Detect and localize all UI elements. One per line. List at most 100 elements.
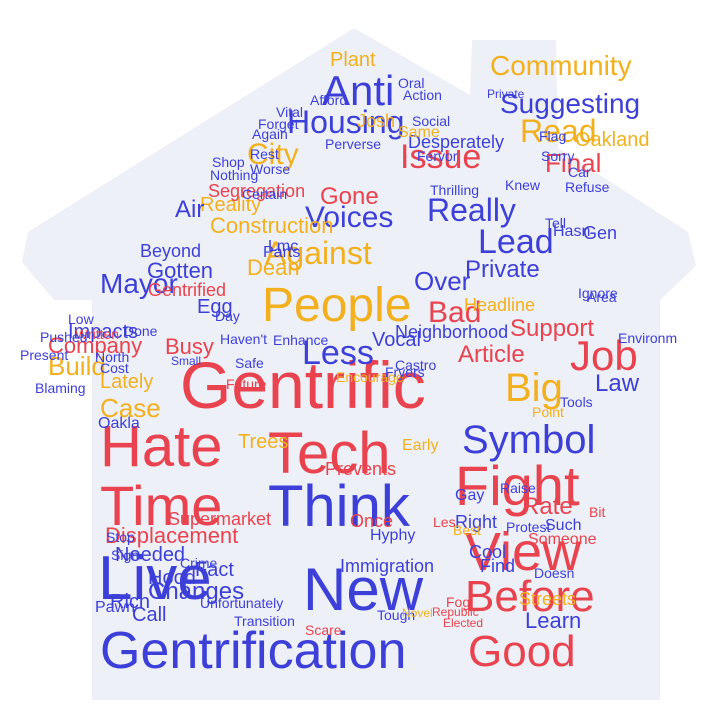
cloud-word: Prevents — [325, 459, 397, 479]
cloud-word: Done — [124, 323, 158, 339]
cloud-word: Streets — [519, 589, 577, 609]
cloud-word: Parts — [263, 244, 301, 261]
cloud-word: Lead — [478, 223, 554, 261]
cloud-word: Hate — [100, 414, 223, 479]
cloud-word: Oakla — [98, 415, 140, 432]
cloud-word: Gen — [583, 223, 618, 243]
cloud-word: Protest — [506, 519, 551, 535]
cloud-word: Find — [480, 556, 516, 576]
cloud-word: Refuse — [565, 179, 610, 195]
cloud-word: Sorry — [541, 148, 575, 164]
cloud-word: Sign — [111, 547, 140, 563]
cloud-word: Forget — [258, 116, 299, 132]
cloud-word: Cool — [469, 542, 507, 562]
cloud-word: Written — [75, 326, 120, 342]
cloud-word: Bit — [589, 504, 606, 520]
cloud-word: Over — [414, 266, 471, 296]
cloud-word: Really — [427, 192, 516, 228]
cloud-word: Bad — [428, 296, 482, 329]
cloud-word: Symbol — [462, 418, 596, 462]
cloud-word: Enhance — [273, 332, 329, 348]
cloud-word: Anti — [322, 67, 395, 114]
cloud-word: Final — [545, 148, 602, 178]
cloud-word: Lmc — [268, 238, 299, 255]
cloud-word: Time — [100, 474, 223, 537]
cloud-word: Less — [302, 334, 374, 372]
cloud-word: Point — [532, 404, 564, 420]
cloud-word: Again — [252, 126, 288, 142]
cloud-word: Day — [215, 308, 240, 324]
cloud-word: Afford — [310, 92, 348, 108]
cloud-word: Vocal — [372, 329, 421, 351]
cloud-word: Tech — [268, 421, 391, 486]
cloud-word: Hood — [148, 567, 196, 589]
cloud-word: Perverse — [325, 136, 382, 152]
cloud-word: Beyond — [140, 241, 202, 261]
cloud-word: Private — [465, 256, 540, 283]
cloud-word: Learn — [525, 608, 582, 633]
cloud-word: Private — [487, 87, 525, 101]
cloud-word: Good — [468, 627, 576, 676]
cloud-word: Once — [350, 511, 394, 531]
cloud-word: Worse — [250, 161, 291, 177]
cloud-word: Scare — [305, 622, 342, 638]
cloud-word: Social — [412, 113, 451, 129]
cloud-word: Early — [402, 437, 439, 454]
cloud-word: Someone — [528, 531, 597, 548]
cloud-word: Thrilling — [430, 182, 480, 198]
cloud-word: Ignore — [578, 285, 618, 301]
cloud-word: Gotten — [147, 258, 214, 283]
cloud-word: Pushed — [40, 329, 88, 345]
cloud-word: Before — [465, 572, 595, 621]
cloud-word: Busy — [165, 334, 214, 359]
cloud-word: Desperately — [408, 132, 505, 152]
cloud-word: Low — [68, 311, 94, 327]
cloud-word: Right — [455, 512, 498, 532]
cloud-word: Environm — [618, 330, 678, 346]
cloud-word: Same — [398, 124, 440, 141]
cloud-word: Novel — [402, 606, 433, 620]
cloud-word: Housing — [287, 104, 405, 140]
cloud-word: Rest — [250, 146, 279, 162]
cloud-word: Trees — [238, 431, 289, 453]
cloud-word: Dean — [247, 255, 300, 280]
cloud-word: Community — [490, 50, 632, 81]
cloud-word: Issue — [400, 138, 482, 176]
cloud-word: Fog — [446, 594, 471, 610]
cloud-word: Construction — [210, 213, 334, 238]
cloud-word: New — [303, 556, 424, 623]
cloud-word: Haven't — [220, 331, 268, 347]
cloud-word: Mayor — [100, 268, 178, 299]
house-shape — [22, 28, 696, 700]
cloud-word: Against — [265, 235, 372, 271]
cloud-word: Vital — [276, 104, 303, 120]
cloud-word: Gentrific — [180, 348, 426, 422]
cloud-word: Fact — [195, 559, 234, 581]
cloud-word: Les — [433, 514, 456, 530]
cloud-word: Hyphy — [370, 527, 416, 544]
cloud-word: Area — [587, 289, 617, 305]
cloud-word: Gentrified — [148, 280, 227, 300]
cloud-word: Think — [268, 474, 410, 539]
cloud-word: Encourage — [336, 369, 404, 385]
cloud-word: Live — [98, 544, 212, 613]
cloud-word: Read — [520, 113, 597, 149]
cloud-word: Gay — [455, 487, 485, 504]
cloud-word: Job — [570, 332, 638, 379]
cloud-word: Best — [453, 522, 482, 538]
cloud-word: North — [95, 349, 130, 365]
cloud-word: Plant — [330, 49, 376, 71]
cloud-word: Company — [48, 333, 143, 358]
cloud-word: Gentrification — [100, 622, 407, 680]
cloud-word: People — [262, 279, 412, 332]
cloud-word: Voices — [305, 201, 394, 234]
cloud-word: Small — [171, 354, 202, 368]
cloud-word: Air — [175, 196, 205, 223]
cloud-word: Immigration — [340, 556, 435, 576]
cloud-word: Neighborhood — [395, 322, 509, 342]
cloud-word: Elected — [443, 616, 484, 630]
cloud-word: Castro — [395, 357, 437, 373]
cloud-word: Raise — [500, 480, 536, 496]
